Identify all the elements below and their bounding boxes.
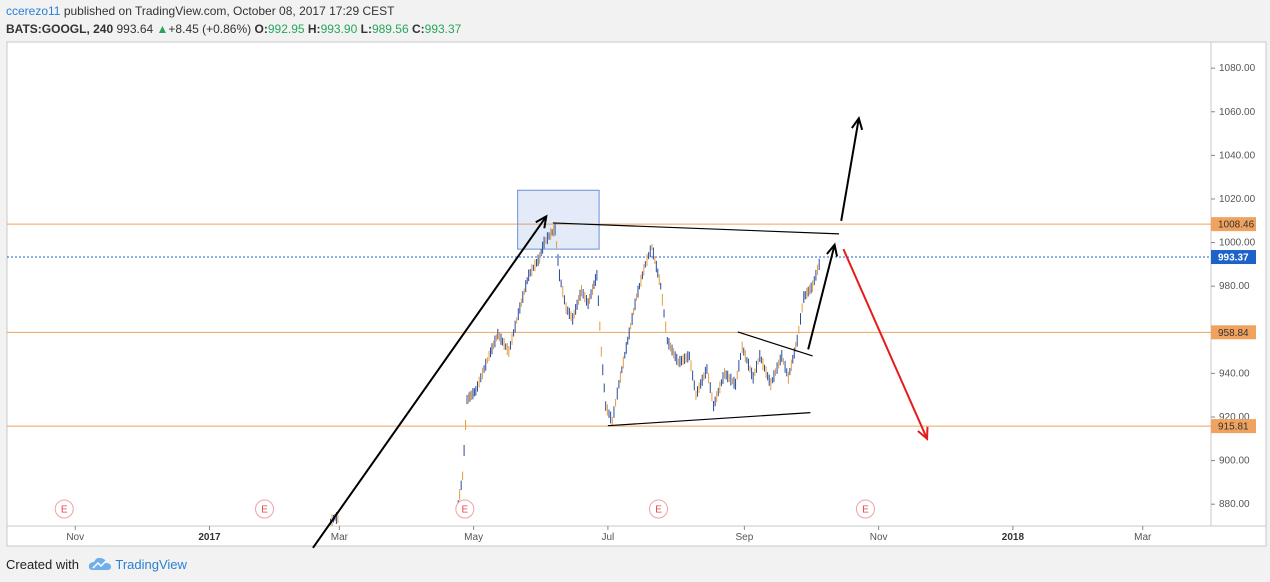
x-tick-label: 2017 <box>198 532 221 543</box>
x-tick-label: Mar <box>331 532 349 543</box>
current-price-tag <box>1211 250 1256 265</box>
high-label: H: <box>307 22 321 36</box>
y-tick-label: 940.00 <box>1219 368 1250 379</box>
change-value: +8.45 (+0.86%) <box>168 22 252 36</box>
x-tick-label: Nov <box>870 532 888 543</box>
breakdown-arrow-head <box>917 426 929 441</box>
flag-line <box>737 331 813 357</box>
earnings-label: E <box>261 505 268 516</box>
uptrend-arrow <box>312 215 548 549</box>
footer: Created with TradingView <box>0 552 1270 582</box>
current-price-label: 993.37 <box>1218 253 1249 264</box>
level-tag-label: 958.84 <box>1218 328 1249 339</box>
upper-trendline <box>552 222 840 235</box>
publish-text: published on TradingView.com, October 08… <box>60 4 395 18</box>
lower-trendline <box>607 412 811 427</box>
y-tick-label: 980.00 <box>1219 281 1250 292</box>
x-tick-label: May <box>464 532 483 543</box>
y-tick-label: 1000.00 <box>1219 238 1256 249</box>
open-value: 992.95 <box>267 22 305 36</box>
level-tag <box>1211 419 1256 434</box>
y-tick-label: 1040.00 <box>1219 150 1256 161</box>
level-tag <box>1211 325 1256 340</box>
low-value: 989.56 <box>371 22 409 36</box>
uptrend-arrow-head <box>535 214 548 229</box>
y-tick-label: 900.00 <box>1219 456 1250 467</box>
time-axis[interactable] <box>6 525 1267 547</box>
publish-info: ccerezo11 published on TradingView.com, … <box>6 4 394 18</box>
x-tick-label: Nov <box>66 532 84 543</box>
earnings-label: E <box>61 505 68 516</box>
created-with-label: Created with <box>6 557 79 572</box>
brand-label[interactable]: TradingView <box>115 557 187 572</box>
x-tick-label: Mar <box>1134 532 1152 543</box>
earnings-marker <box>855 499 875 519</box>
plot-area[interactable] <box>6 41 1212 527</box>
price-chart[interactable]: 880.00900.00920.00940.00960.00980.001000… <box>0 0 1270 552</box>
earnings-marker <box>455 499 475 519</box>
x-tick-label: 2018 <box>1002 532 1025 543</box>
level-tag-label: 1008.46 <box>1218 220 1255 231</box>
price-axis[interactable] <box>1210 41 1267 527</box>
breakout-arrow-head <box>851 116 864 131</box>
drawing-annotations[interactable] <box>312 116 929 549</box>
breakout-arrow <box>840 118 860 221</box>
symbol-label[interactable]: BATS:GOOGL, 240 <box>6 22 114 36</box>
price-series <box>330 223 820 527</box>
rally-arrow <box>807 244 836 350</box>
last-price: 993.64 <box>116 22 154 36</box>
close-label: C: <box>411 22 425 36</box>
x-tick-label: Sep <box>735 532 753 543</box>
earnings-marker <box>255 499 275 519</box>
low-label: L: <box>360 22 372 36</box>
earnings-label: E <box>862 505 869 516</box>
chart-header: ccerezo11 published on TradingView.com, … <box>0 0 1270 42</box>
y-tick-label: 1080.00 <box>1219 63 1256 74</box>
high-value: 993.90 <box>320 22 358 36</box>
y-tick-label: 920.00 <box>1219 412 1250 423</box>
y-tick-label: 1060.00 <box>1219 107 1256 118</box>
cloud-icon <box>88 557 111 570</box>
author-link[interactable]: ccerezo11 <box>6 4 61 18</box>
change-up-icon: ▲ <box>156 22 169 36</box>
close-value: 993.37 <box>424 22 462 36</box>
earnings-label: E <box>655 505 662 516</box>
breakdown-arrow <box>842 248 928 440</box>
level-tag <box>1211 217 1256 232</box>
y-tick-label: 1020.00 <box>1219 194 1256 205</box>
x-axis-ticks: Nov 2017 Mar May Jul Sep Nov 2018 Mar <box>66 526 1152 543</box>
open-label: O: <box>254 22 268 36</box>
price-tags: 1008.46 958.84 915.81 993.37 <box>1211 217 1256 434</box>
y-axis-ticks: 880.00900.00920.00940.00960.00980.001000… <box>1211 63 1256 510</box>
earnings-marker <box>54 499 74 519</box>
x-tick-label: Jul <box>602 532 615 543</box>
tradingview-logo[interactable]: TradingView <box>88 557 187 572</box>
rally-arrow-head <box>826 242 839 257</box>
ohlc-legend: BATS:GOOGL, 240 993.64 ▲+8.45 (+0.86%) O… <box>6 22 461 36</box>
y-tick-label: 880.00 <box>1219 499 1250 510</box>
earnings-label: E <box>461 505 468 516</box>
level-tag-label: 915.81 <box>1218 422 1249 433</box>
earnings-marker <box>649 499 669 519</box>
